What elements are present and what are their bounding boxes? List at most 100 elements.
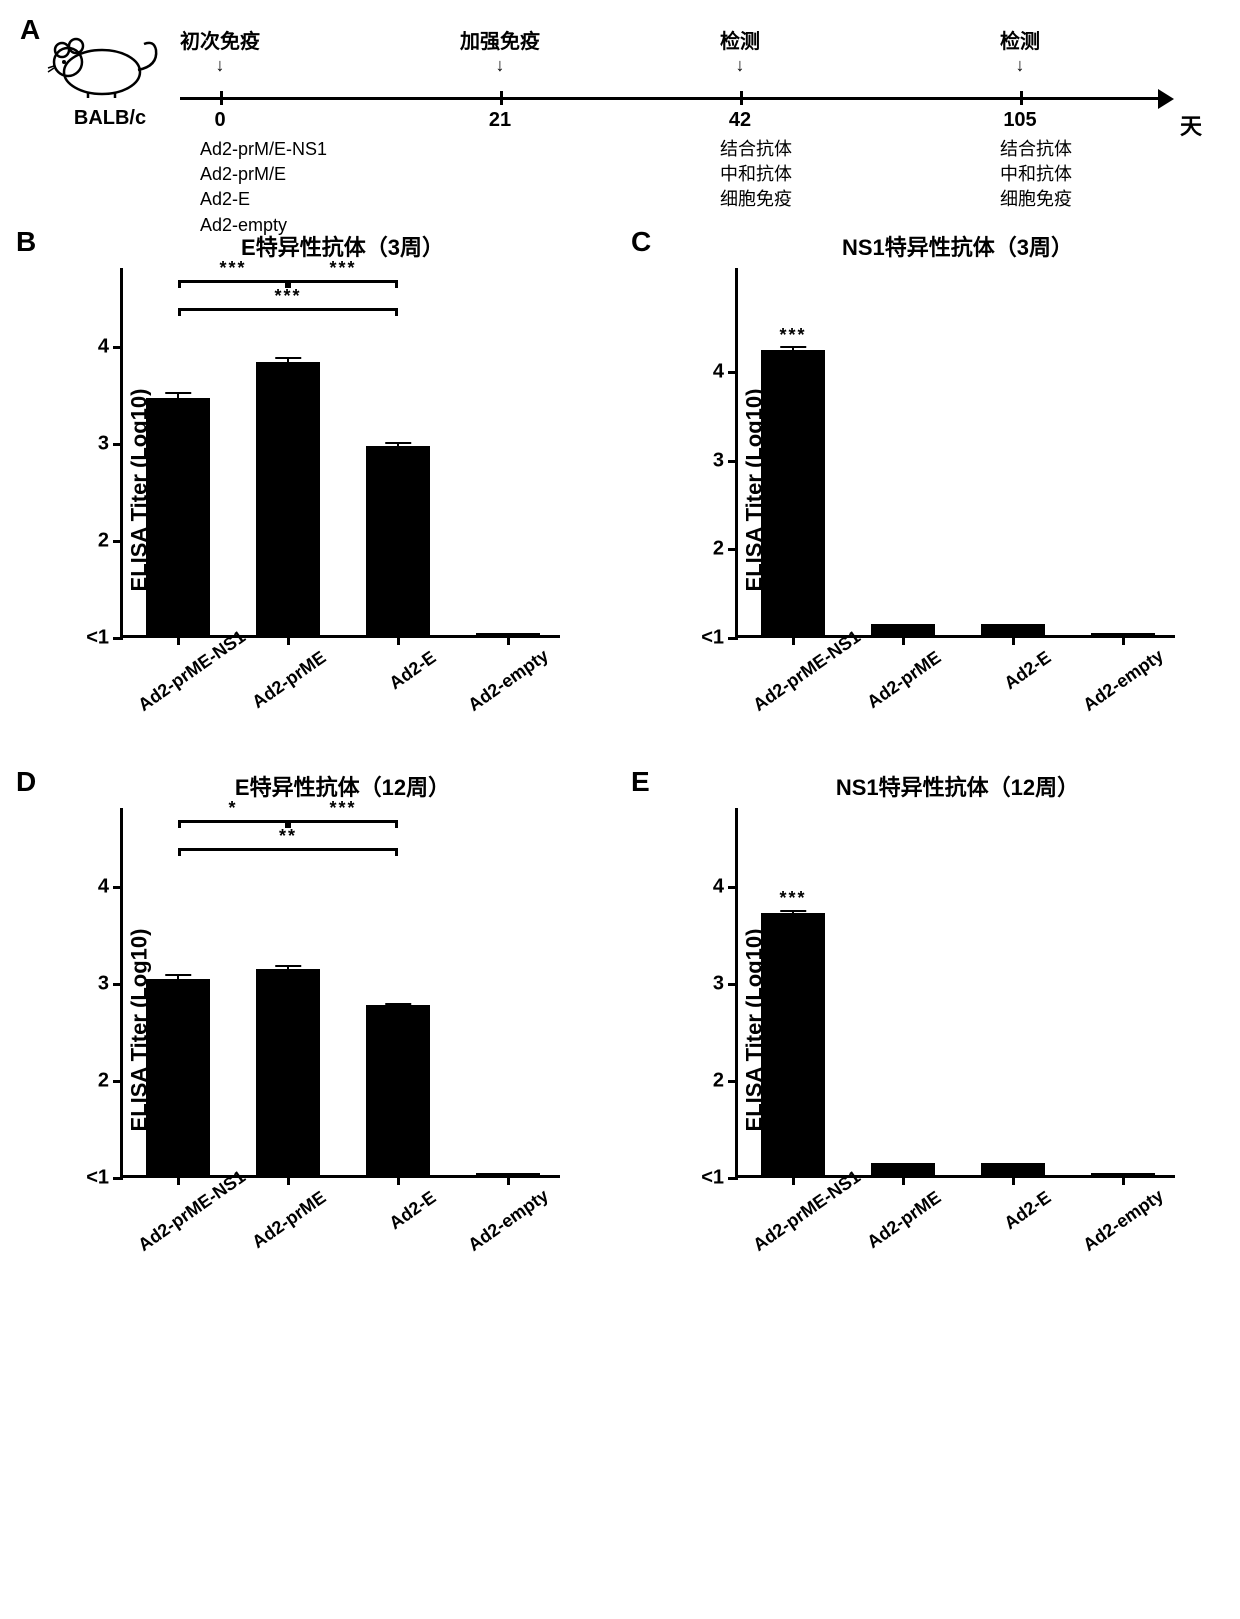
- mouse-strain-label: BALB/c: [40, 107, 180, 130]
- y-tick-label: 2: [713, 538, 724, 561]
- sig-label: ***: [274, 286, 301, 307]
- timeline-event: 加强免疫 ↓: [460, 25, 540, 74]
- timeline-day: 105: [1003, 109, 1036, 132]
- error-bar: [287, 967, 289, 971]
- y-tick-label: 3: [98, 973, 109, 996]
- timeline-day: 0: [214, 109, 225, 132]
- bar: [146, 979, 210, 1175]
- x-tick: [792, 1175, 795, 1185]
- sig-bracket: [178, 280, 288, 283]
- x-tick-label: Ad2-E: [969, 1187, 1055, 1256]
- panel-d-label: D: [16, 766, 36, 798]
- panel-c-label: C: [631, 226, 651, 258]
- y-tick-label: <1: [701, 1167, 724, 1190]
- arrowhead-icon: [1158, 89, 1174, 109]
- x-tick: [177, 635, 180, 645]
- bar: [761, 913, 825, 1175]
- error-bar: [177, 976, 179, 981]
- down-arrow-icon: ↓: [460, 56, 540, 74]
- timeline-sublabels: 结合抗体中和抗体细胞免疫: [720, 137, 792, 213]
- y-tick-label: <1: [701, 627, 724, 650]
- timeline-sublabel: 结合抗体: [1000, 137, 1072, 162]
- x-tick-label: Ad2-E: [354, 647, 440, 716]
- sig-tick: [395, 820, 398, 828]
- timeline-sublabel: 结合抗体: [720, 137, 792, 162]
- bar: [146, 398, 210, 635]
- timeline-sublabel: Ad2-prM/E: [200, 162, 327, 187]
- panel-a: A BALB/c 初次免疫 ↓ 加强免疫: [20, 20, 1220, 200]
- chart-area: <1 2 3 4 Ad2-prME-NS1 Ad2-prME Ad2-E Ad2…: [120, 808, 560, 1178]
- timeline-sublabel: 细胞免疫: [720, 187, 792, 212]
- error-cap: [385, 442, 411, 444]
- sig-bracket: [178, 848, 398, 851]
- chart-title: NS1特异性抗体（3周）: [695, 230, 1220, 262]
- panel-d: D E特异性抗体（12周） ELISA Titer (Log10) <1 2 3…: [20, 770, 605, 1290]
- timeline-event-label: 检测: [1000, 25, 1040, 54]
- error-cap: [275, 357, 301, 359]
- x-tick: [397, 1175, 400, 1185]
- chart-title: NS1特异性抗体（12周）: [695, 770, 1220, 802]
- panel-a-label: A: [20, 14, 40, 46]
- timeline-event: 初次免疫 ↓: [180, 25, 260, 74]
- bar: [981, 1163, 1045, 1175]
- y-tick-label: 4: [98, 336, 109, 359]
- y-tick-label: <1: [86, 1167, 109, 1190]
- error-cap: [385, 1003, 411, 1005]
- y-tick-label: 2: [98, 530, 109, 553]
- x-tick: [792, 635, 795, 645]
- timeline-event-label: 检测: [720, 25, 760, 54]
- bar: [256, 969, 320, 1175]
- y-tick-label: 3: [713, 449, 724, 472]
- x-tick-label: Ad2-E: [354, 1187, 440, 1256]
- sig-bracket: [178, 308, 398, 311]
- x-tick: [1012, 635, 1015, 645]
- x-tick-label: Ad2-empty: [464, 1187, 550, 1256]
- sig-tick: [395, 308, 398, 316]
- x-tick-label: Ad2-prME-NS1: [134, 647, 220, 716]
- error-cap: [780, 910, 806, 912]
- timeline-tick: [1020, 91, 1023, 105]
- timeline: 初次免疫 ↓ 加强免疫 ↓ 检测 ↓ 检测 ↓: [180, 20, 1220, 200]
- timeline-unit: 天: [1180, 109, 1202, 141]
- timeline-sublabel: 中和抗体: [1000, 162, 1072, 187]
- timeline-day: 21: [489, 109, 511, 132]
- panel-c: C NS1特异性抗体（3周） ELISA Titer (Log10) <1 2 …: [635, 230, 1220, 750]
- sig-label: **: [279, 826, 297, 847]
- y-tick-label: 3: [98, 433, 109, 456]
- charts-grid: B E特异性抗体（3周） ELISA Titer (Log10) <1 2 3 …: [20, 230, 1220, 1290]
- bar: [871, 624, 935, 635]
- sig-tick: [178, 280, 181, 288]
- error-bar: [287, 359, 289, 364]
- sig-bracket: [288, 820, 398, 823]
- x-tick-label: Ad2-prME: [859, 647, 945, 716]
- timeline-event-label: 初次免疫: [180, 25, 260, 54]
- error-bar: [792, 912, 794, 916]
- bar: [256, 362, 320, 635]
- x-tick-label: Ad2-empty: [1079, 647, 1165, 716]
- y-tick: [728, 1177, 738, 1180]
- y-tick: [728, 983, 738, 986]
- y-tick: [728, 637, 738, 640]
- bar: [366, 1005, 430, 1175]
- x-tick: [1122, 1175, 1125, 1185]
- y-tick: [113, 346, 123, 349]
- timeline-sublabel: 细胞免疫: [1000, 187, 1072, 212]
- y-tick-label: 4: [713, 361, 724, 384]
- bar: [366, 446, 430, 635]
- x-tick-label: Ad2-prME: [859, 1187, 945, 1256]
- x-tick: [1012, 1175, 1015, 1185]
- y-tick: [113, 540, 123, 543]
- timeline-line: [180, 97, 1160, 100]
- timeline-event: 检测 ↓: [720, 25, 760, 74]
- timeline-event: 检测 ↓: [1000, 25, 1040, 74]
- panel-e: E NS1特异性抗体（12周） ELISA Titer (Log10) <1 2…: [635, 770, 1220, 1290]
- timeline-tick: [740, 91, 743, 105]
- x-tick-label: Ad2-empty: [1079, 1187, 1165, 1256]
- y-tick-label: 2: [98, 1070, 109, 1093]
- y-tick: [728, 460, 738, 463]
- sig-tick: [395, 848, 398, 856]
- mouse-container: BALB/c: [40, 20, 180, 130]
- error-cap: [165, 974, 191, 976]
- error-bar: [397, 1005, 399, 1008]
- timeline-day: 42: [729, 109, 751, 132]
